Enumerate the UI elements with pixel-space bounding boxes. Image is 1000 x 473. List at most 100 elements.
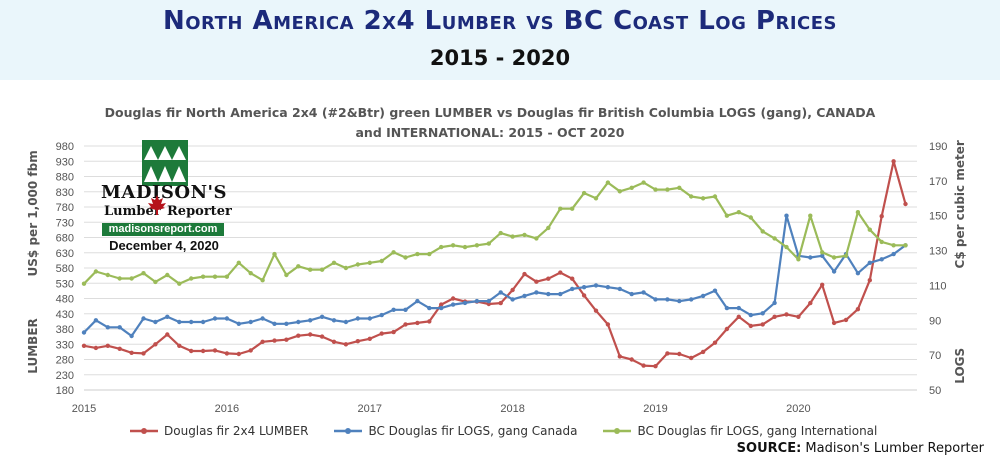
data-point [843, 317, 849, 323]
data-point [153, 319, 158, 325]
data-point [93, 269, 99, 274]
data-point [236, 260, 241, 265]
data-point [498, 230, 503, 236]
data-point [867, 278, 872, 283]
data-point [558, 291, 563, 297]
data-point [891, 159, 896, 164]
right-tick-label: 90 [929, 315, 941, 327]
x-tick-label: 2016 [215, 403, 239, 415]
data-point [867, 260, 872, 265]
logo-lumber-text: Lumber [104, 204, 161, 219]
data-point [403, 255, 408, 260]
data-point [343, 265, 349, 271]
data-point [700, 293, 706, 299]
data-point [129, 350, 134, 355]
data-point [689, 297, 694, 302]
data-point [677, 351, 682, 357]
data-point [700, 349, 706, 355]
data-point [403, 307, 408, 312]
data-point [581, 285, 587, 290]
left-tick-label: 280 [56, 355, 74, 367]
data-point [796, 257, 801, 262]
data-point [796, 314, 801, 319]
logo-name: MADISON'S [100, 182, 228, 203]
data-point [855, 271, 861, 276]
data-point [308, 318, 313, 323]
right-tick-label: 70 [929, 350, 941, 362]
left-tick-label: 980 [56, 141, 74, 153]
data-point [724, 326, 730, 332]
right-axis-label: LOGS C$ per cubic meter [953, 140, 967, 384]
source-label: SOURCE: [736, 441, 802, 456]
data-point [343, 342, 349, 347]
data-point [665, 351, 670, 356]
legend-swatch-lumber [130, 428, 158, 434]
data-point [653, 187, 658, 192]
left-tick-label: 880 [56, 172, 74, 184]
data-point [855, 210, 861, 215]
x-tick-label: 2019 [643, 403, 667, 415]
data-point [260, 316, 265, 321]
data-point [784, 312, 789, 317]
data-point [379, 331, 384, 336]
legend-label-lumber: Douglas fir 2x4 LUMBER [164, 424, 309, 438]
data-point [712, 340, 718, 345]
data-point [427, 319, 432, 324]
data-point [319, 334, 325, 339]
data-point [593, 283, 599, 288]
data-point [141, 351, 146, 356]
series-2 [81, 180, 908, 286]
left-axis-ticks: 180 230 280 330 380 430 480 530 580 630 680 730 780 8… [56, 141, 74, 397]
data-point [165, 314, 170, 319]
data-point [450, 296, 456, 301]
chart-series [81, 159, 908, 369]
left-tick-label: 830 [56, 187, 74, 199]
left-tick-label: 180 [56, 385, 74, 397]
data-point [831, 269, 837, 274]
data-point [510, 287, 515, 293]
left-tick-label: 580 [56, 263, 74, 275]
data-point [165, 272, 170, 278]
data-point [272, 338, 277, 343]
header-banner: North America 2x4 Lumber vs BC Coast Log… [0, 0, 1000, 80]
data-point [808, 213, 813, 218]
data-point [117, 276, 122, 281]
x-tick-label: 2015 [72, 403, 96, 415]
data-point [355, 316, 360, 321]
data-point [653, 364, 658, 369]
data-point [427, 305, 432, 311]
right-tick-label: 190 [929, 141, 947, 153]
data-point [308, 332, 313, 337]
data-point [581, 293, 587, 298]
series-line [83, 214, 907, 338]
data-point [558, 270, 563, 275]
data-point [319, 314, 325, 319]
data-point [820, 282, 825, 287]
source-text: Madison's Lumber Reporter [805, 441, 984, 456]
data-point [129, 276, 134, 281]
data-point [772, 314, 777, 319]
data-point [891, 243, 896, 248]
data-point [355, 339, 360, 344]
data-point [93, 318, 99, 323]
data-point [748, 323, 753, 329]
data-point [617, 286, 622, 292]
maple-leaf-icon [148, 195, 166, 215]
data-point [260, 339, 265, 344]
left-tick-label: 230 [56, 370, 74, 382]
left-tick-label: 730 [56, 217, 74, 229]
data-point [712, 288, 718, 293]
data-point [379, 258, 384, 264]
data-point [284, 321, 289, 326]
banner-title: North America 2x4 Lumber vs BC Coast Log… [162, 6, 838, 36]
data-point [439, 305, 444, 311]
data-point [248, 271, 253, 276]
data-point [677, 298, 682, 304]
data-point [510, 297, 515, 302]
data-point [439, 244, 444, 250]
data-point [415, 320, 420, 326]
legend-swatch-international [603, 428, 632, 434]
data-point [296, 319, 301, 325]
data-point [403, 322, 408, 327]
chart-legend: Douglas fir 2x4 LUMBER BC Douglas fir LO… [130, 421, 903, 441]
